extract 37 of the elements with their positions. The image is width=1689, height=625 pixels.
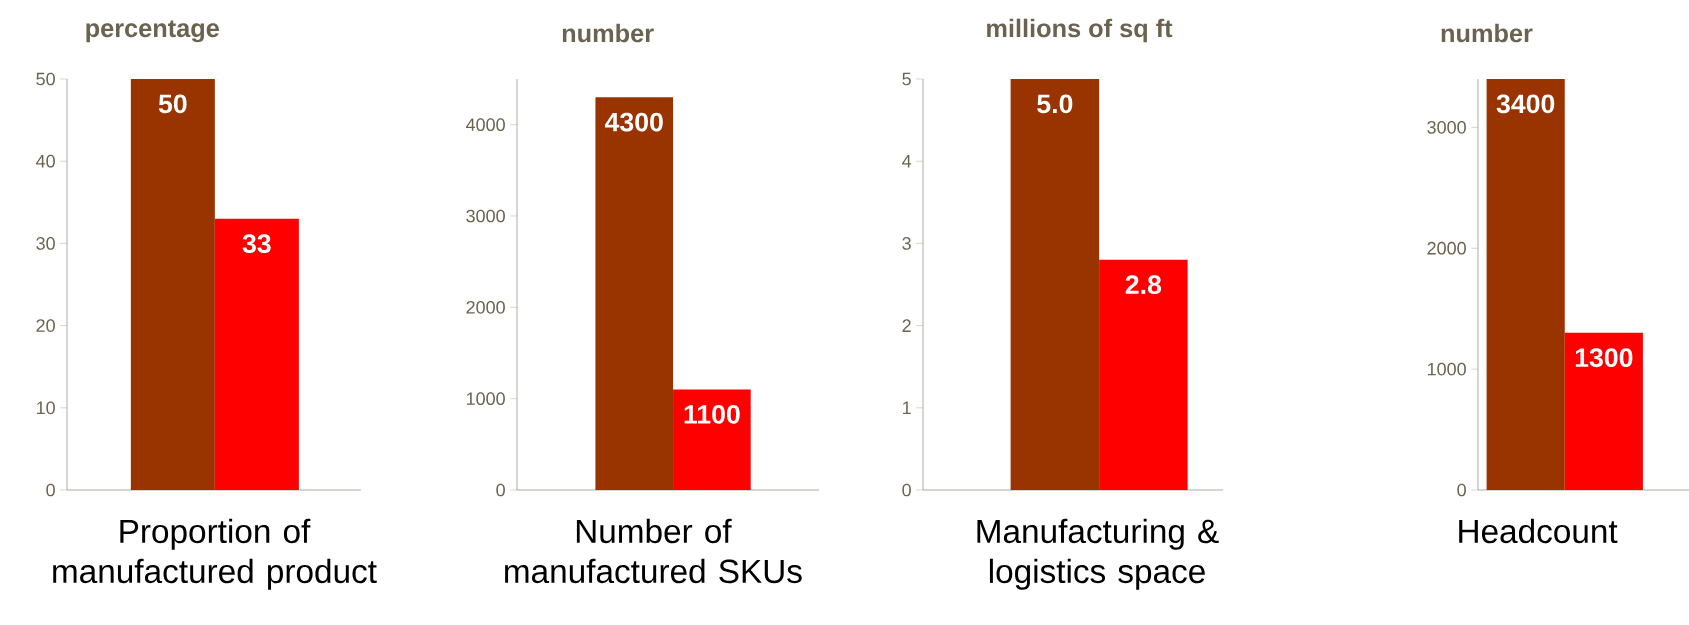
y-tick-label: 1000 [1427, 362, 1466, 376]
y-tick-label: 0 [496, 483, 505, 497]
y-tick-label: 3 [902, 237, 911, 250]
y-tick-label: 0 [1457, 483, 1466, 497]
y-axis-title: number [562, 23, 654, 43]
y-tick-label: 40 [36, 154, 55, 168]
y-tick-label: 0 [902, 483, 911, 497]
data-label: 33 [242, 234, 271, 254]
y-tick-label: 1000 [466, 392, 505, 406]
y-tick-label: 3000 [466, 209, 505, 223]
data-label: 2.8 [1125, 275, 1162, 295]
data-label: 4300 [604, 112, 663, 132]
y-tick-label: 0 [46, 483, 55, 497]
x-axis-title: Number of manufactured SKUs [505, 518, 802, 584]
data-label: 1100 [684, 404, 740, 424]
y-tick-label: 4000 [466, 118, 505, 132]
data-label: 3400 [1496, 94, 1555, 114]
y-tick-label: 30 [36, 237, 55, 250]
y-tick-label: 1 [903, 401, 911, 414]
y-tick-label: 10 [36, 401, 55, 415]
data-label: 1300 [1575, 348, 1633, 368]
data-label: 5.0 [1037, 94, 1073, 114]
y-axis-title: number [1441, 23, 1533, 43]
y-tick-label: 2000 [1427, 241, 1466, 255]
y-tick-label: 3000 [1427, 120, 1466, 134]
y-tick-label: 2000 [466, 300, 505, 314]
data-label: 50 [158, 94, 187, 114]
x-axis-title: Headcount [1459, 518, 1618, 544]
y-tick-label: 5 [902, 72, 911, 86]
y-tick-label: 2 [902, 319, 911, 332]
y-tick-label: 50 [36, 72, 55, 86]
y-tick-label: 20 [36, 319, 55, 332]
y-axis-title: millions of sq ft [987, 18, 1173, 43]
y-tick-label: 4 [902, 155, 912, 168]
x-axis-title: Manufacturing & logistics space [977, 518, 1219, 590]
y-axis-title: percentage [86, 20, 219, 43]
x-axis-title: Proportion of manufactured product [53, 518, 377, 590]
